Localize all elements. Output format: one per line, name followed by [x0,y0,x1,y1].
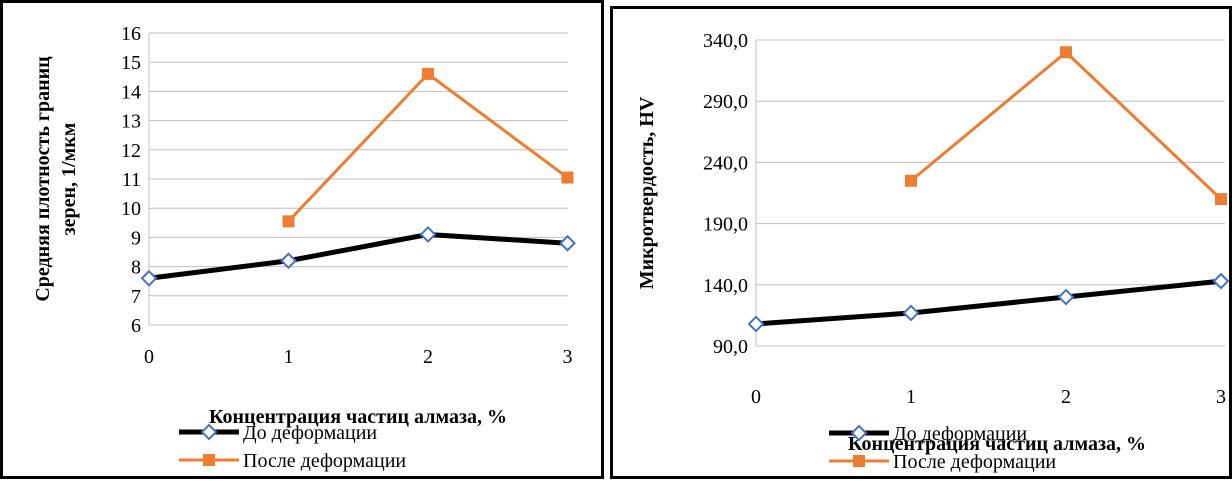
data-point-after [1060,46,1072,59]
legend-label: До деформации [243,422,377,444]
y-tick-label: 8 [131,257,141,279]
y-tick-label: 10 [121,198,141,220]
legend-marker [850,424,868,442]
x-tick-label: 1 [906,386,916,408]
y-tick-label: 12 [121,140,141,162]
legend-entry: До деформации [829,423,1027,445]
x-tick-label: 0 [751,386,761,408]
chart-panel-microhardness: 90,0 140,0 190,0 240,0 290,0 340,0 0 1 2 3 Концент… [610,6,1232,479]
legend-marker [203,454,215,466]
x-tick-label: 0 [144,346,154,368]
data-point-after [1215,193,1227,206]
x-tick-label: 2 [423,346,433,368]
series-line-before [148,231,568,281]
x-tick-label: 2 [1061,386,1071,408]
legend-label: После деформации [893,451,1056,473]
series-line-before [755,278,1222,327]
y-tick-label: 7 [131,286,141,308]
x-tick-label: 1 [284,346,294,368]
data-point-before [280,252,297,270]
data-point-after [561,171,574,184]
legend-marker [853,455,865,467]
data-point-before [1057,288,1075,306]
data-point-before [140,269,158,287]
y-tick-label: 340,0 [703,30,748,52]
legend-entry: До деформации [179,422,377,444]
y-tick-label: 15 [121,52,141,74]
data-point-after [905,174,917,187]
y-tick-label: 190,0 [703,214,748,236]
y-tick-label: 14 [121,81,141,103]
y-tick-label: 6 [131,315,141,337]
y-tick-label: 290,0 [703,91,748,113]
data-point-before [747,315,765,333]
y-tick-label: 140,0 [703,275,748,297]
y-axis-label: Микротвердость, HV [636,96,658,289]
chart-panel-grain-density: 6 7 8 9 10 11 12 13 14 15 16 0 1 2 3 Концентрация части… [0,0,604,479]
series-line-after [287,72,569,223]
y-tick-label: 11 [122,169,141,191]
legend-entry: После деформации [179,450,406,472]
y-tick-label: 240,0 [703,152,748,174]
x-tick-label: 3 [563,346,573,368]
data-point-before [419,226,437,243]
y-tick-label: 9 [131,227,141,249]
x-tick-label: 3 [1216,386,1226,408]
y-axis-label: зерен, 1/мкм [58,123,80,236]
legend-label: После деформации [243,450,406,472]
x-axis-label: Концентрация частиц алмаза, % [209,406,507,428]
data-point-before [559,234,576,252]
legend-marker [200,423,218,441]
data-point-before [902,304,920,322]
series-line-after [910,50,1223,201]
y-tick-label: 13 [121,111,141,133]
data-point-before [1212,272,1230,290]
y-tick-label: 90,0 [713,336,748,358]
legend-label: До деформации [893,423,1027,445]
y-tick-label: 16 [121,23,141,45]
y-axis-label: Средняя плотность границ [32,56,54,302]
data-point-after [282,215,295,228]
chart-microhardness: 90,0 140,0 190,0 240,0 290,0 340,0 0 1 2 3 Концент… [636,30,1230,473]
legend-entry: После деформации [829,451,1056,473]
data-point-after [422,67,434,80]
x-axis-label: Концентрация частиц алмаза, % [848,433,1146,455]
